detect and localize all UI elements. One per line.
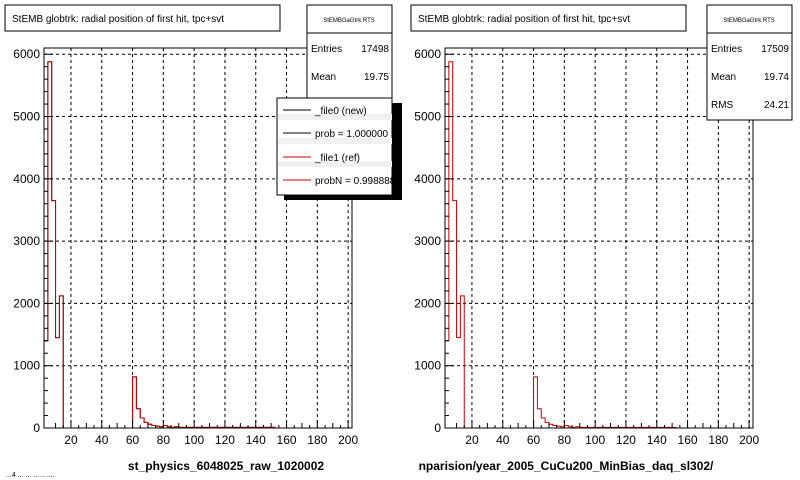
right-stats-name: StEMBGaGtrk RTS xyxy=(723,18,775,24)
left-y-tick-label: 0 xyxy=(33,421,40,435)
left-mean-value: 19.75 xyxy=(364,72,389,83)
left-stats-box: StEMBGaGtrk RTS Entries 17498 Mean 19.75 xyxy=(306,4,393,99)
right-x-tick-label: 120 xyxy=(616,433,636,447)
right-x-tick-label: 40 xyxy=(496,433,510,447)
right-plot-frame xyxy=(444,47,754,429)
left-y-tick-label: 3000 xyxy=(13,234,40,248)
left-y-tick-label: 5000 xyxy=(13,110,40,124)
right-y-tick-label: 1000 xyxy=(414,359,441,373)
right-y-tick-label: 6000 xyxy=(414,47,441,61)
left-x-tick-label: 200 xyxy=(338,433,358,447)
right-x-tick-label: 80 xyxy=(558,433,572,447)
left-x-tick-label: 80 xyxy=(157,433,171,447)
right-y-tick-label: 0 xyxy=(434,421,441,435)
left-mean-label: Mean xyxy=(311,72,336,83)
left-title-box xyxy=(4,4,281,32)
legend-label-new: _file0 (new) xyxy=(314,106,367,117)
left-entries-value: 17498 xyxy=(361,44,389,55)
left-x-tick-label: 60 xyxy=(126,433,140,447)
left-y-tick-label: 4000 xyxy=(13,172,40,186)
right-x-tick-label: 180 xyxy=(708,433,728,447)
left-panel: 20 40 60 80 100 120 140 160 180 20001000200030004… xyxy=(4,4,402,473)
left-x-tick-label: 100 xyxy=(184,433,204,447)
left-y-tick-label: 2000 xyxy=(13,296,40,310)
left-x-tick-label: 160 xyxy=(277,433,297,447)
left-entries-label: Entries xyxy=(311,44,342,55)
right-entries-value: 17509 xyxy=(761,44,789,55)
left-x-tick-label: 20 xyxy=(64,433,78,447)
left-stats-name: StEMBGaGtrk RTS xyxy=(323,18,375,24)
right-axes: 20 40 60 80 100 120 140 160 180 20001000200030004… xyxy=(414,47,759,447)
left-y-tick-label: 1000 xyxy=(13,359,40,373)
legend-label-prob: prob = 1.000000 xyxy=(315,129,389,140)
right-x-tick-label: 60 xyxy=(527,433,541,447)
left-title: StEMB globtrk: radial position of first … xyxy=(12,14,224,25)
right-mean-value: 19.74 xyxy=(764,72,789,83)
right-stats-box: StEMBGaGtrk RTS Entries 17509 Mean 19.74… xyxy=(706,4,793,121)
right-y-tick-label: 3000 xyxy=(414,234,441,248)
right-title-box xyxy=(410,4,687,32)
left-plot-frame xyxy=(43,47,353,429)
legend-label-probn: probN = 0.998888 xyxy=(315,176,396,187)
right-title: StEMB globtrk: radial position of first … xyxy=(418,14,630,25)
right-rms-value: 24.21 xyxy=(764,100,789,111)
right-y-tick-label: 2000 xyxy=(414,296,441,310)
left-caption: st_physics_6048025_raw_1020002 xyxy=(128,459,324,473)
left-x-tick-label: 180 xyxy=(307,433,327,447)
right-y-tick-label: 4000 xyxy=(414,172,441,186)
right-y-tick-label: 5000 xyxy=(414,110,441,124)
left-legend: _file0 (new) prob = 1.000000 _file1 (ref… xyxy=(276,97,402,200)
right-x-tick-label: 200 xyxy=(739,433,759,447)
right-entries-label: Entries xyxy=(711,44,742,55)
right-rms-label: RMS xyxy=(711,100,734,111)
right-x-tick-label: 140 xyxy=(647,433,667,447)
right-caption: nparision/year_2005_CuCu200_MinBias_daq_… xyxy=(419,459,714,473)
right-mean-label: Mean xyxy=(711,72,736,83)
right-x-tick-label: 160 xyxy=(678,433,698,447)
left-x-tick-label: 140 xyxy=(246,433,266,447)
left-x-tick-label: 120 xyxy=(215,433,235,447)
legend-label-ref: _file1 (ref) xyxy=(314,153,360,164)
right-panel: 20 40 60 80 100 120 140 160 180 20001000200030004… xyxy=(410,4,793,473)
footer-text: ...4 ... ... ...... .... xyxy=(6,472,55,479)
right-x-tick-label: 100 xyxy=(585,433,605,447)
right-x-tick-label: 20 xyxy=(465,433,479,447)
left-x-tick-label: 40 xyxy=(95,433,109,447)
left-y-tick-label: 6000 xyxy=(13,47,40,61)
left-axes: 20 40 60 80 100 120 140 160 180 20001000200030004… xyxy=(13,47,358,447)
